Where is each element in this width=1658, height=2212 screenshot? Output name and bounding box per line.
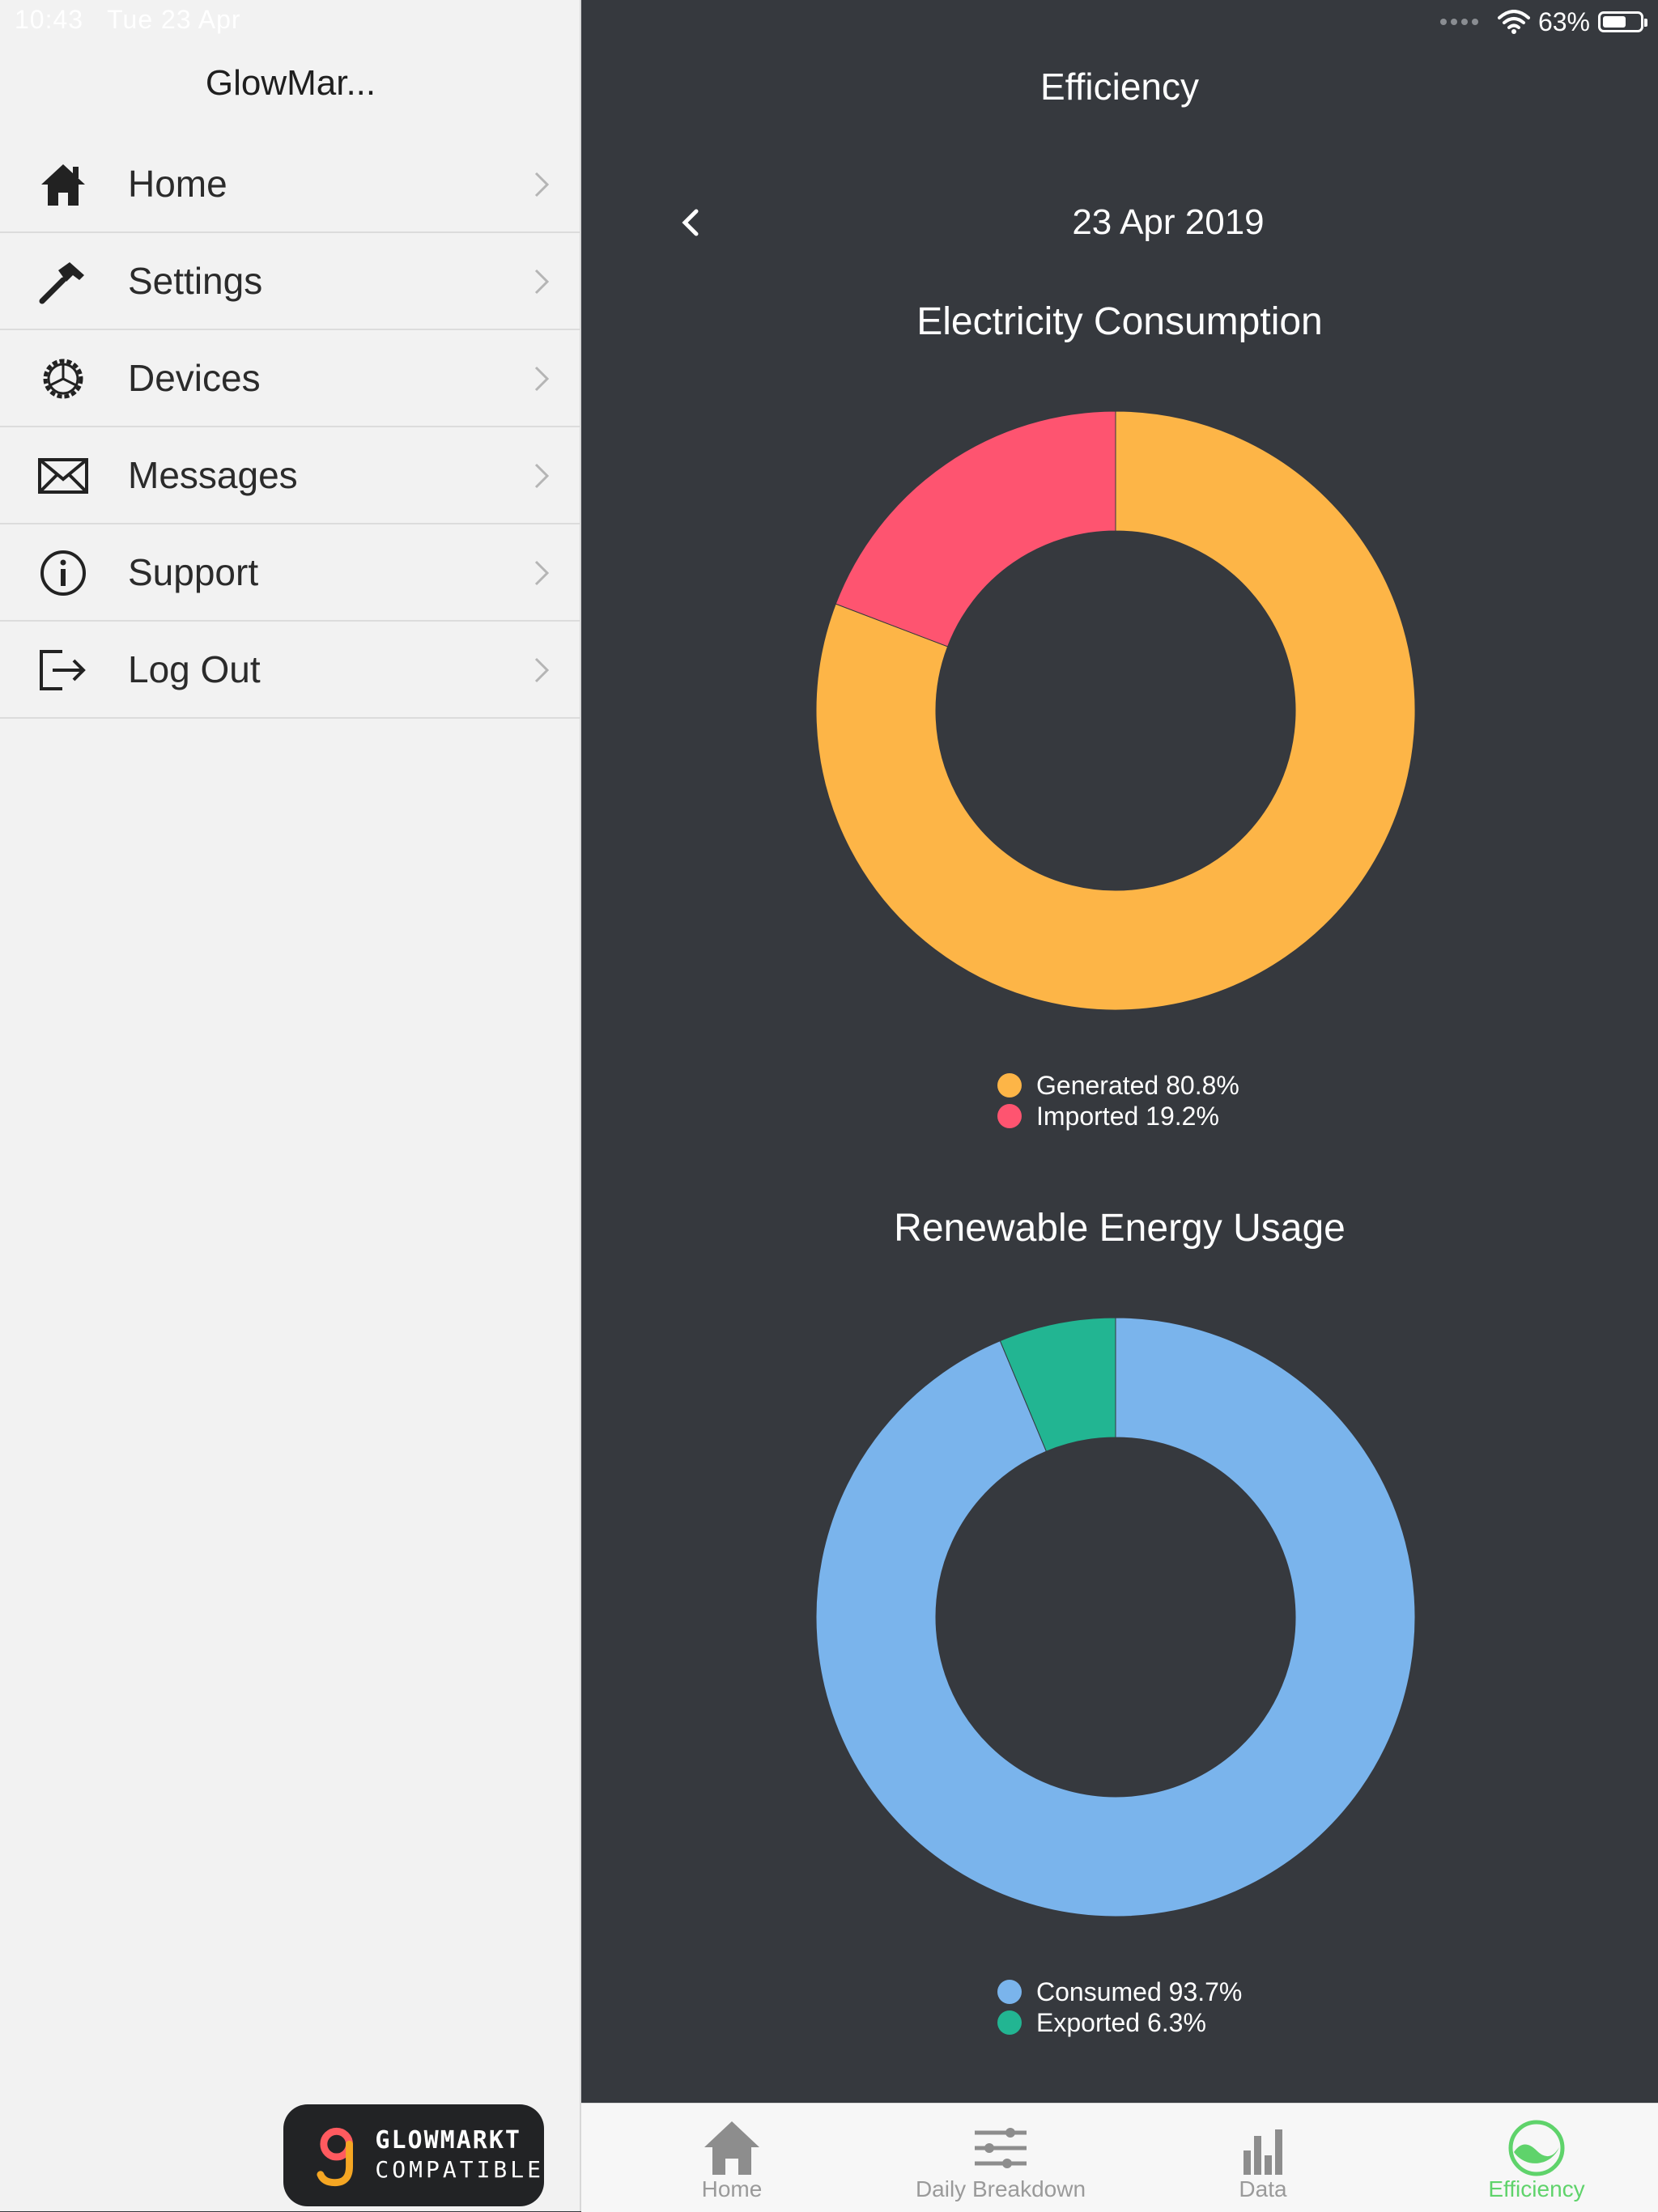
sidebar-item-settings[interactable]: Settings bbox=[0, 233, 580, 330]
legend-item-consumed: Consumed 93.7% bbox=[997, 1976, 1242, 2007]
wifi-icon bbox=[1497, 10, 1530, 34]
sliders-icon bbox=[975, 2128, 1027, 2168]
legend-item-generated: Generated 80.8% bbox=[997, 1070, 1239, 1101]
electricity-legend: Generated 80.8% Imported 19.2% bbox=[997, 1070, 1239, 1131]
envelope-icon bbox=[37, 453, 89, 499]
status-time: 10:43 Tue 23 Apr bbox=[15, 5, 241, 35]
chart-title-renewable: Renewable Energy Usage bbox=[894, 1207, 1346, 1250]
legend-label: Consumed 93.7% bbox=[1036, 1977, 1243, 2006]
sidebar-item-messages[interactable]: Messages bbox=[0, 427, 580, 524]
sidebar-item-label: Devices bbox=[128, 357, 261, 399]
badge-text: GLOWMARKT COMPATIBLE bbox=[375, 2126, 544, 2184]
battery-percent: 63% bbox=[1537, 6, 1590, 36]
chevron-right-icon bbox=[534, 172, 550, 197]
sidebar-title: GlowMar... bbox=[205, 63, 376, 103]
home-icon bbox=[704, 2121, 759, 2175]
legend-label: Exported 6.3% bbox=[1036, 2008, 1206, 2037]
chevron-left-icon bbox=[682, 209, 699, 236]
renewable-legend: Consumed 93.7% Exported 6.3% bbox=[997, 1976, 1242, 2038]
sidebar-item-home[interactable]: Home bbox=[0, 136, 580, 233]
battery-fill bbox=[1603, 16, 1626, 28]
tab-daily-breakdown[interactable]: Daily Breakdown bbox=[879, 2104, 1122, 2212]
legend-label: Generated 80.8% bbox=[1036, 1071, 1239, 1100]
donut-slice-consumed bbox=[816, 1318, 1415, 1917]
glowmarkt-logo-icon bbox=[317, 2127, 353, 2187]
main-content: Efficiency 23 Apr 2019 Electricity Consu… bbox=[581, 0, 1658, 2211]
battery-icon bbox=[1598, 11, 1647, 32]
donut-slice-imported bbox=[835, 411, 1116, 647]
tab-label: Data bbox=[1239, 2176, 1287, 2201]
status-clock: 10:43 bbox=[15, 5, 84, 34]
donut-slice-exported bbox=[999, 1318, 1116, 1452]
renewable-energy-donut bbox=[816, 1318, 1415, 1917]
electricity-consumption-donut bbox=[816, 411, 1415, 1010]
chevron-right-icon bbox=[534, 366, 550, 392]
chart-title-electricity: Electricity Consumption bbox=[916, 300, 1323, 343]
donut-slice-generated bbox=[816, 411, 1415, 1010]
sidebar-item-label: Support bbox=[128, 551, 259, 593]
legend-dot bbox=[997, 1104, 1022, 1128]
date-label: 23 Apr 2019 bbox=[1072, 202, 1265, 242]
gear-icon bbox=[37, 356, 89, 401]
signal-icon bbox=[1439, 19, 1478, 25]
sidebar-item-label: Log Out bbox=[128, 648, 261, 690]
chevron-right-icon bbox=[534, 560, 550, 586]
chevron-right-icon bbox=[534, 657, 550, 683]
bar-chart-icon bbox=[1244, 2129, 1282, 2175]
legend-dot bbox=[997, 1980, 1022, 2004]
legend-item-exported: Exported 6.3% bbox=[997, 2007, 1242, 2038]
hammer-icon bbox=[37, 259, 89, 304]
sidebar-item-label: Settings bbox=[128, 260, 263, 302]
efficiency-icon bbox=[1508, 2120, 1565, 2176]
status-indicators: 63% bbox=[1439, 3, 1647, 40]
sidebar: GlowMar... Home Settings Devices bbox=[0, 0, 581, 2211]
chevron-right-icon bbox=[534, 269, 550, 295]
tab-label: Daily Breakdown bbox=[915, 2176, 1086, 2201]
legend-dot bbox=[997, 2010, 1022, 2035]
sidebar-item-label: Home bbox=[128, 163, 227, 205]
glowmarkt-compatible-badge: GLOWMARKT COMPATIBLE bbox=[283, 2104, 544, 2206]
status-date: Tue 23 Apr bbox=[107, 5, 241, 34]
tab-label: Home bbox=[701, 2176, 763, 2201]
home-icon bbox=[37, 162, 89, 207]
sidebar-item-label: Messages bbox=[128, 454, 298, 496]
sidebar-item-log-out[interactable]: Log Out bbox=[0, 622, 580, 719]
tab-home[interactable]: Home bbox=[610, 2104, 853, 2212]
back-button[interactable] bbox=[670, 202, 711, 243]
tab-efficiency[interactable]: Efficiency bbox=[1415, 2104, 1658, 2212]
sidebar-item-support[interactable]: Support bbox=[0, 524, 580, 622]
badge-line1: GLOWMARKT bbox=[375, 2126, 521, 2155]
legend-item-imported: Imported 19.2% bbox=[997, 1101, 1239, 1131]
logout-icon bbox=[37, 647, 89, 693]
legend-label: Imported 19.2% bbox=[1036, 1102, 1219, 1131]
sidebar-item-devices[interactable]: Devices bbox=[0, 330, 580, 427]
tab-label: Efficiency bbox=[1488, 2176, 1585, 2201]
badge-line2: COMPATIBLE bbox=[375, 2156, 544, 2183]
info-icon bbox=[37, 550, 89, 596]
tab-data[interactable]: Data bbox=[1141, 2104, 1384, 2212]
legend-dot bbox=[997, 1073, 1022, 1098]
tab-bar: Home Daily Breakdown Data Efficiency bbox=[581, 2103, 1658, 2212]
status-bar: 10:43 Tue 23 Apr 63% bbox=[0, 0, 1658, 44]
page-title: Efficiency bbox=[1039, 66, 1200, 108]
sidebar-menu: Home Settings Devices Messages bbox=[0, 136, 580, 719]
chevron-right-icon bbox=[534, 463, 550, 489]
